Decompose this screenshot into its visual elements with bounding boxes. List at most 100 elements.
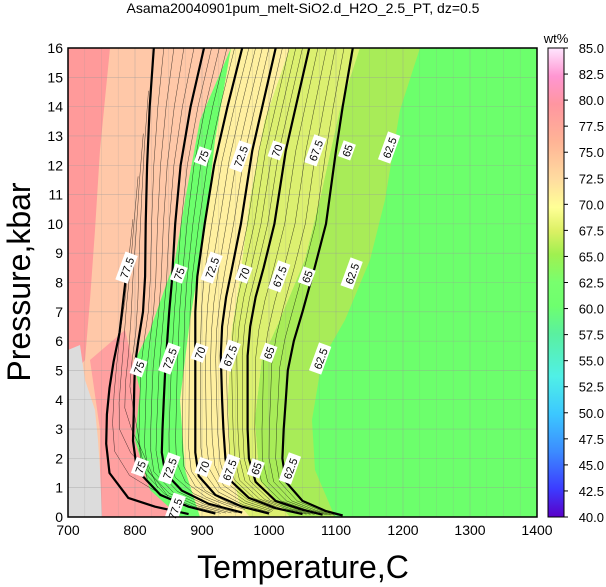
contour-minor bbox=[144, 48, 227, 514]
colorbar-tick-label: 45.0 bbox=[579, 458, 604, 473]
contour-minor bbox=[254, 48, 327, 516]
colorbar-tick-label: 80.0 bbox=[579, 93, 604, 108]
x-tick-label: 700 bbox=[56, 522, 80, 538]
y-tick-label: 4 bbox=[55, 392, 63, 408]
y-axis-label: Pressure,kbar bbox=[1, 182, 37, 382]
y-tick-label: 5 bbox=[55, 362, 63, 378]
chart-title: Asama20040901pum_melt-SiO2.d_H2O_2.5_PT,… bbox=[127, 0, 480, 16]
field-nodata bbox=[68, 345, 102, 517]
contour-label-bg bbox=[200, 251, 223, 284]
contour-label-bg bbox=[377, 131, 401, 164]
contour-minor bbox=[275, 48, 345, 516]
contour-label: 70 bbox=[234, 263, 253, 284]
contour-minor bbox=[261, 48, 331, 516]
contour-label: 65 bbox=[297, 266, 316, 287]
y-tick-label: 15 bbox=[47, 69, 63, 85]
colorbar-tick-label: 42.5 bbox=[579, 484, 604, 499]
contour-label: 75 bbox=[169, 263, 188, 284]
contour-label-bg bbox=[217, 453, 241, 487]
colorbar-tick-label: 85.0 bbox=[579, 41, 604, 56]
contour-minor bbox=[268, 48, 336, 516]
plot-frame bbox=[67, 47, 538, 518]
contour-minor bbox=[175, 48, 233, 508]
contour-label-bg bbox=[267, 140, 286, 161]
y-tick-label: 6 bbox=[55, 333, 63, 349]
contour-minor bbox=[181, 48, 245, 510]
colorbar-tick-label: 67.5 bbox=[579, 223, 604, 238]
contour-label-text: 65 bbox=[250, 461, 265, 477]
contour-label-text: 65 bbox=[262, 345, 277, 361]
y-tick-label: 3 bbox=[55, 421, 63, 437]
contour-label-text: 75 bbox=[197, 149, 212, 165]
x-tick-label: 1300 bbox=[454, 522, 485, 538]
x-tick-label: 1200 bbox=[387, 522, 418, 538]
colorbar-tick-label: 82.5 bbox=[579, 67, 604, 82]
colorbar-tick-label: 75.0 bbox=[579, 145, 604, 160]
colorbar-title: wt% bbox=[543, 31, 569, 46]
colorbar-tick-label: 47.5 bbox=[579, 432, 604, 447]
field-pink bbox=[68, 48, 110, 380]
contour-label-bg bbox=[129, 357, 148, 378]
contour-label-text: 70 bbox=[270, 143, 285, 159]
contour-label-bg bbox=[297, 266, 316, 287]
contour-label-bg bbox=[115, 251, 138, 284]
x-tick-label: 1100 bbox=[321, 522, 351, 538]
contour-label-bg bbox=[278, 452, 302, 485]
contour-label: 70 bbox=[194, 456, 213, 478]
contour-labels: 75 72.5 70 67.5 65 62.577.5 75 72.5 70 67.5 65 62.5… bbox=[115, 131, 401, 525]
contour-65 bbox=[246, 48, 323, 516]
contour-label-bg bbox=[337, 140, 356, 161]
colorbar-tick-label: 62.5 bbox=[579, 276, 604, 291]
colorbar-tick-label: 52.5 bbox=[579, 380, 604, 395]
contour-label-bg bbox=[130, 456, 149, 478]
x-tick-label: 1000 bbox=[253, 522, 284, 538]
contour-label-bg bbox=[259, 342, 278, 363]
x-tick-labels: 700 800 900 1000 1100 1200 1300 1400 bbox=[56, 522, 552, 538]
x-tick-label: 1400 bbox=[521, 522, 552, 538]
contour-label: 65 bbox=[259, 342, 278, 363]
x-tick-label: 900 bbox=[190, 522, 214, 538]
colorbar bbox=[547, 47, 565, 518]
contour-label-text: 65 bbox=[341, 143, 356, 159]
y-tick-label: 13 bbox=[47, 128, 63, 144]
colorbar-tick-label: 77.5 bbox=[579, 119, 604, 134]
contour-label-bg bbox=[229, 140, 252, 173]
contour-label: 75 bbox=[129, 357, 148, 378]
contour-minor bbox=[188, 48, 257, 512]
contour-label-text: 70 bbox=[193, 345, 208, 361]
contour-minor bbox=[112, 219, 179, 506]
x-axis-label: Temperature,C bbox=[197, 549, 409, 585]
y-tick-label: 16 bbox=[47, 40, 63, 56]
contour-label-bg bbox=[158, 342, 181, 375]
contour-label-bg bbox=[158, 452, 181, 485]
x-tick-label: 800 bbox=[123, 522, 147, 538]
contour-minor bbox=[124, 133, 158, 488]
contour-label: 65 bbox=[246, 458, 265, 479]
y-tick-label: 1 bbox=[55, 480, 63, 496]
contour-label-text: 65 bbox=[300, 269, 315, 285]
colorbar-tick-label: 65.0 bbox=[579, 249, 604, 264]
contour-67.5 bbox=[219, 48, 303, 516]
contour-label-bg bbox=[234, 263, 253, 284]
colorbar-tick-label: 50.0 bbox=[579, 406, 604, 421]
y-tick-label: 7 bbox=[55, 304, 63, 320]
y-tick-label: 11 bbox=[48, 187, 63, 203]
contour-minor bbox=[129, 90, 149, 479]
colorbar-tick-label: 60.0 bbox=[579, 302, 604, 317]
contour-label-bg bbox=[190, 342, 209, 363]
contour-label-text: 70 bbox=[197, 460, 212, 476]
colorbar-tick-label: 70.0 bbox=[579, 197, 604, 212]
contour-label-bg bbox=[193, 146, 212, 167]
contour-label-text: 75 bbox=[172, 266, 187, 282]
colorbar-tick-labels: 40.0 42.5 45.0 47.5 50.0 52.5 55.0 57.5 60.0 62.5… bbox=[564, 41, 604, 525]
y-tick-label: 14 bbox=[47, 99, 63, 115]
y-tick-label: 10 bbox=[47, 216, 63, 232]
contour-label-bg bbox=[218, 339, 241, 372]
contour-label-text: 75 bbox=[132, 360, 147, 376]
contour-label: 75 bbox=[130, 456, 149, 478]
colorbar-tick-label: 40.0 bbox=[579, 510, 604, 525]
y-tick-label: 12 bbox=[47, 157, 63, 173]
contour-label: 70 bbox=[190, 342, 209, 363]
